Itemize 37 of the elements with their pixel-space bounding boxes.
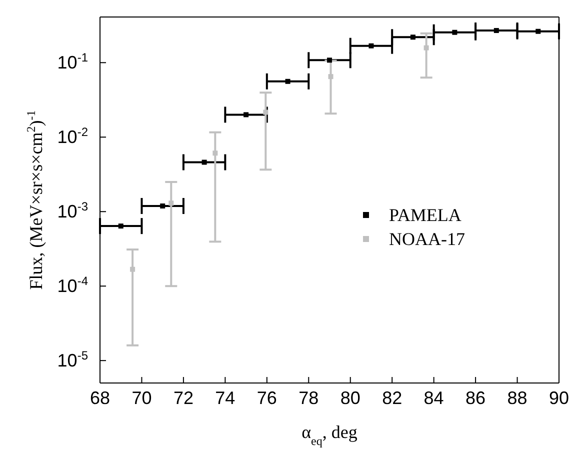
point <box>424 45 429 50</box>
point <box>244 112 249 118</box>
x-tick-label: 84 <box>424 388 444 408</box>
point <box>130 266 136 272</box>
point <box>160 203 166 208</box>
x-tick-label: 74 <box>215 388 236 408</box>
point <box>118 224 124 229</box>
x-tick-label: 90 <box>548 388 570 408</box>
point <box>327 58 332 63</box>
point <box>368 43 374 48</box>
point <box>285 78 290 84</box>
point <box>410 34 416 40</box>
y-tick-label: 10$^{-3}$ <box>57 200 88 222</box>
legend-label: NOAA-17 <box>389 228 465 250</box>
legend-label: PAMELA <box>389 204 462 226</box>
point <box>212 150 218 156</box>
y-tick-label: 10$^{-1}$ <box>57 50 88 73</box>
x-tick-label: 78 <box>298 388 319 408</box>
x-tick-label: 76 <box>256 388 277 408</box>
point <box>452 30 458 35</box>
point <box>202 160 207 165</box>
point <box>168 200 174 206</box>
x-tick-label: 68 <box>90 388 110 408</box>
point <box>536 28 541 34</box>
x-tick-label: 80 <box>340 388 360 408</box>
point <box>494 28 499 34</box>
x-tick-label: 72 <box>173 388 194 408</box>
x-tick-label: 70 <box>132 388 152 408</box>
y-tick-label: 10$^{-4}$ <box>57 274 88 296</box>
x-tick-label: 88 <box>507 388 528 408</box>
x-tick-label: 86 <box>466 388 486 408</box>
y-tick-label: 10$^{-5}$ <box>57 348 88 371</box>
x-tick-label: 82 <box>382 388 402 408</box>
point <box>328 74 334 80</box>
x-axis-title: α$_{eq}$, deg <box>302 422 358 448</box>
point <box>263 110 268 115</box>
y-tick-label: 10$^{-2}$ <box>57 125 88 148</box>
